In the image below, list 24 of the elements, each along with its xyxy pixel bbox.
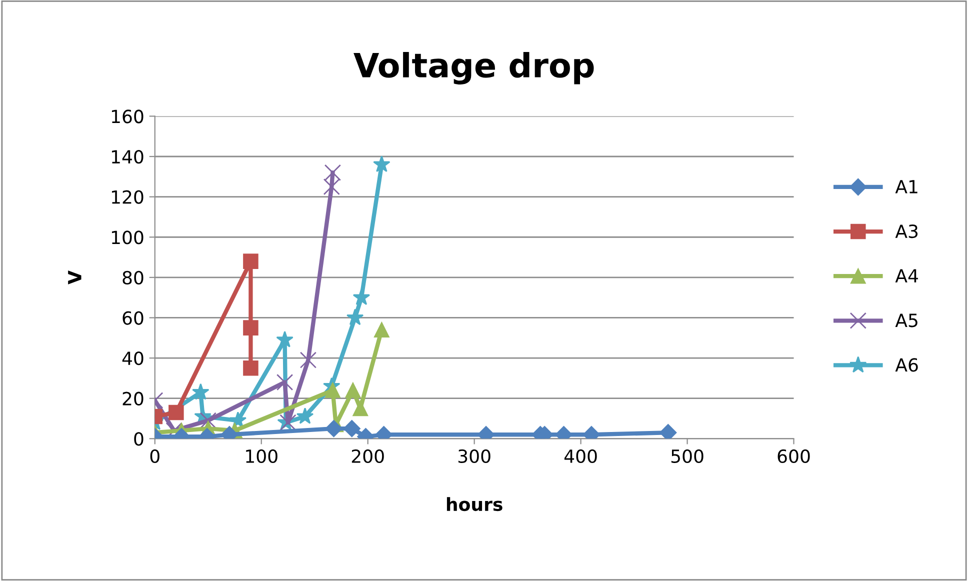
chart-title: Voltage drop xyxy=(354,52,594,85)
legend-label: A3 xyxy=(895,224,918,238)
y-tick-label: 80 xyxy=(122,270,144,285)
y-tick-label: 140 xyxy=(112,150,144,164)
y-tick-label: 100 xyxy=(112,230,144,244)
legend-label: A5 xyxy=(895,314,918,328)
y-tick-label: 0 xyxy=(134,432,144,446)
y-tick-label: 40 xyxy=(122,352,144,366)
legend-label: A1 xyxy=(895,180,918,194)
legend-label: A6 xyxy=(895,358,918,372)
x-tick-label: 600 xyxy=(778,449,810,464)
x-tick-label: 100 xyxy=(246,449,278,464)
x-tick-label: 0 xyxy=(150,449,160,464)
y-tick-label: 60 xyxy=(122,311,144,325)
y-tick-label: 20 xyxy=(122,392,144,406)
x-tick-label: 300 xyxy=(458,449,490,464)
x-tick-label: 200 xyxy=(352,449,384,464)
x-tick-label: 400 xyxy=(564,449,597,464)
y-axis-title: V xyxy=(68,270,82,284)
x-axis-title: hours xyxy=(446,497,502,512)
x-tick-label: 500 xyxy=(671,449,704,464)
y-tick-label: 160 xyxy=(112,110,144,124)
y-tick-label: 120 xyxy=(112,190,144,204)
legend-label: A4 xyxy=(895,269,918,282)
